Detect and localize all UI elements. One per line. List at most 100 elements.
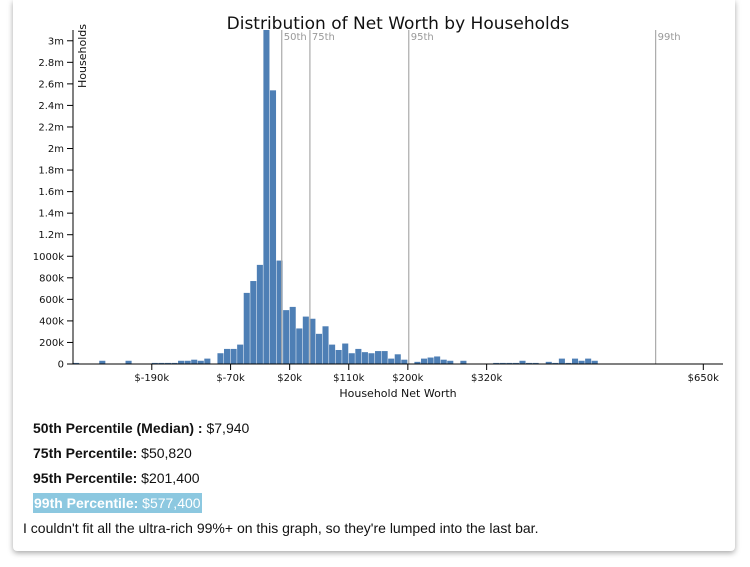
histogram-bar [184, 360, 191, 364]
histogram-bar [263, 30, 270, 364]
x-tick-label: $-70k [216, 373, 245, 384]
y-tick-label: 2.4m [38, 101, 64, 112]
stat-75th-value: $50,820 [141, 445, 192, 461]
histogram-bar [512, 362, 519, 364]
y-tick-label: 3m [48, 36, 64, 47]
y-tick-label: 800k [39, 273, 64, 284]
y-tick: 400k [39, 316, 73, 327]
y-tick: 1000k [33, 252, 73, 263]
x-tick: $20k [277, 364, 302, 384]
y-tick-label: 2.8m [38, 58, 64, 69]
y-tick-label: 1.6m [38, 187, 64, 198]
histogram-bar [164, 362, 171, 364]
stat-99th-label: 99th Percentile: [34, 495, 139, 511]
histogram-bar [447, 360, 454, 364]
chart-card [13, 0, 735, 551]
x-tick: $650k [688, 364, 719, 384]
histogram-bar [197, 360, 204, 364]
histogram-bar [532, 362, 539, 364]
x-tick: $320k [471, 364, 502, 384]
x-tick: $-190k [134, 364, 169, 384]
histogram-bar [171, 362, 178, 364]
y-tick-label: 1000k [33, 252, 64, 263]
stat-95th-label: 95th Percentile: [33, 470, 138, 486]
percentile-label-50th: 50th [284, 32, 307, 43]
histogram-bar [348, 353, 355, 364]
y-axis: 0 200k 400k 600k 800k 1000k 1.2m 1.4m 1.6m 1.8m 2m… [33, 30, 74, 371]
stat-95th-value: $201,400 [141, 470, 200, 486]
histogram-bar [460, 360, 467, 364]
y-tick-label: 1.2m [38, 230, 64, 241]
y-tick: 1.4m [38, 209, 73, 220]
y-tick: 1.8m [38, 166, 73, 177]
histogram-bar [276, 260, 283, 364]
x-tick-label: $-190k [134, 373, 169, 384]
y-tick: 2.4m [38, 101, 73, 112]
x-tick: $-70k [216, 364, 245, 384]
y-axis-label: Households [76, 24, 89, 88]
histogram-bar [315, 333, 322, 364]
y-tick: 200k [39, 338, 73, 349]
histogram-bar [322, 326, 329, 364]
stat-75th: 75th Percentile: $50,820 [33, 443, 192, 463]
x-tick-label: $20k [277, 373, 302, 384]
histogram-bar [591, 360, 598, 364]
histogram-bar [224, 348, 231, 364]
x-tick: $110k [333, 364, 365, 384]
histogram-bar [217, 353, 224, 364]
y-tick-label: 2.2m [38, 122, 64, 133]
percentile-label-95th: 95th [411, 32, 434, 43]
histogram-bar [191, 359, 198, 364]
histogram-bar [73, 362, 80, 364]
y-tick: 2.8m [38, 58, 73, 69]
y-tick-label: 400k [39, 316, 64, 327]
histogram-bar [401, 359, 408, 364]
histogram-bar [552, 362, 559, 364]
y-tick-label: 1.8m [38, 166, 64, 177]
histogram-bar [99, 360, 106, 364]
x-tick-label: $650k [688, 373, 719, 384]
y-tick: 3m [48, 36, 73, 47]
histogram-bar [309, 318, 316, 364]
chart-title: Distribution of Net Worth by Households [227, 14, 570, 34]
histogram-bar [125, 360, 132, 364]
y-tick: 600k [39, 295, 73, 306]
histogram-bar [269, 90, 277, 364]
percentile-lines: 50th 75th 95th 99th [281, 30, 681, 364]
y-tick-label: 0 [58, 360, 64, 371]
histogram-bar [178, 360, 185, 364]
stat-50th-value: $7,940 [206, 420, 250, 436]
histogram-bar [256, 264, 263, 364]
y-tick: 1.2m [38, 230, 73, 241]
histogram-bar [361, 352, 368, 364]
histogram-bar [243, 292, 250, 364]
histogram-bar [204, 358, 211, 364]
histogram-bar [394, 354, 401, 364]
y-tick-label: 1.4m [38, 209, 64, 220]
histogram-bar [427, 357, 434, 364]
histogram-bar [296, 328, 303, 364]
x-tick: $200k [392, 364, 424, 384]
histogram-bar [368, 353, 375, 364]
histogram-bar [499, 362, 506, 364]
stat-50th-label: 50th Percentile (Median) : [33, 420, 203, 436]
x-tick-label: $110k [333, 373, 364, 384]
stat-95th: 95th Percentile: $201,400 [33, 468, 200, 488]
histogram-bar [381, 351, 388, 364]
histogram-bar [335, 349, 342, 364]
y-tick-label: 2.6m [38, 79, 64, 90]
histogram-bar [414, 361, 421, 364]
percentile-label-75th: 75th [312, 32, 335, 43]
histogram-bar [565, 362, 572, 364]
stat-99th-highlighted: 99th Percentile: $577,400 [33, 493, 202, 513]
histogram-bar [578, 360, 585, 364]
histogram-bar [230, 348, 237, 364]
histogram-bar [237, 344, 244, 364]
stat-75th-label: 75th Percentile: [33, 445, 138, 461]
histogram-bar [250, 281, 257, 364]
histogram-bar [526, 362, 533, 364]
histogram-bar [545, 361, 552, 364]
y-tick: 2.6m [38, 79, 73, 90]
histogram-bar [571, 358, 579, 364]
y-tick-label: 2m [48, 144, 64, 155]
